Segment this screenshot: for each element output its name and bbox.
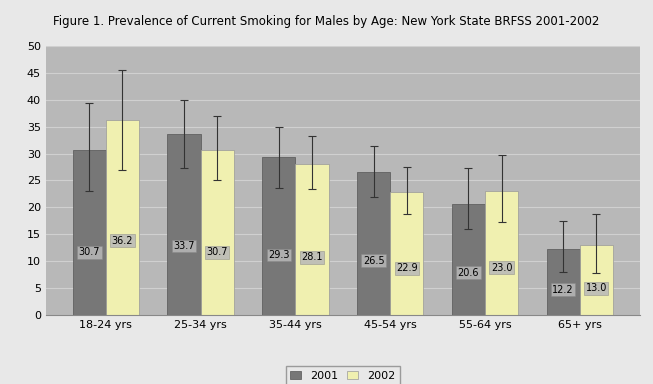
Bar: [72, 150, 106, 315]
Bar: [295, 164, 328, 315]
Text: 12.2: 12.2: [552, 285, 574, 295]
Text: 36.2: 36.2: [112, 236, 133, 246]
Text: 30.7: 30.7: [78, 247, 100, 257]
Bar: [357, 172, 390, 315]
Text: 29.3: 29.3: [268, 250, 289, 260]
Bar: [167, 134, 200, 315]
Text: 20.6: 20.6: [458, 268, 479, 278]
Bar: [547, 249, 580, 315]
Text: 26.5: 26.5: [363, 256, 385, 266]
Bar: [200, 150, 234, 315]
Legend: 2001, 2002: 2001, 2002: [286, 366, 400, 384]
Bar: [485, 191, 518, 315]
Text: 13.0: 13.0: [586, 283, 607, 293]
Bar: [580, 245, 613, 315]
Bar: [452, 204, 485, 315]
Bar: [263, 157, 295, 315]
Text: 22.9: 22.9: [396, 263, 418, 273]
Text: 33.7: 33.7: [173, 241, 195, 251]
Text: 30.7: 30.7: [206, 247, 228, 257]
Bar: [106, 120, 139, 315]
Text: 28.1: 28.1: [301, 252, 323, 263]
Text: Figure 1. Prevalence of Current Smoking for Males by Age: New York State BRFSS 2: Figure 1. Prevalence of Current Smoking …: [54, 15, 599, 28]
Bar: [390, 192, 423, 315]
Text: 23.0: 23.0: [491, 263, 513, 273]
